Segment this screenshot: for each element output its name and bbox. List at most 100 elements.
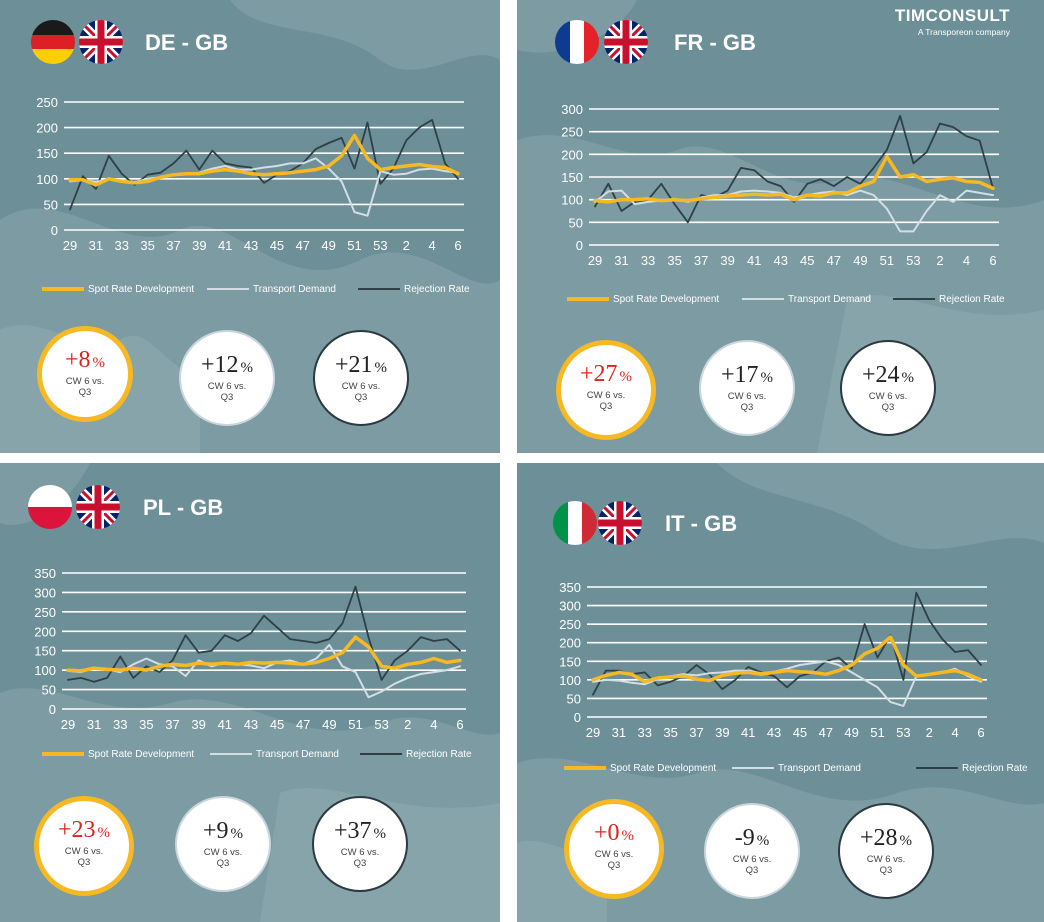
x-tick-label: 31	[89, 238, 103, 253]
x-tick-label: 51	[870, 725, 884, 740]
series-line-rejection	[592, 591, 982, 696]
panel-it-gb: IT - GB 0 50 100 150 200 250 300 350 29 31 33 35 37 3…	[517, 463, 1044, 922]
y-tick-label: 0	[49, 702, 56, 717]
badge-spot-change: +23% CW 6 vs. Q3	[34, 796, 134, 896]
badge-caption-period: Q3	[745, 865, 759, 876]
chart-it-gb: 0 50 100 150 200 250 300 350 29 31 33 35 37 39 41 43 45 4…	[553, 580, 993, 743]
y-tick-label: 200	[34, 624, 56, 639]
uk-flag-icon	[604, 20, 648, 64]
chart-svg: 0 50 100 150 200 250 300 350 29 31 33 35 37 39 41 43 45 4…	[559, 580, 987, 740]
route-title: IT - GB	[665, 511, 738, 536]
x-tick-label: 43	[773, 253, 787, 268]
france-flag-icon	[555, 20, 599, 64]
badge-caption: CW 6 vs.	[340, 847, 380, 858]
badge-caption-period: Q3	[881, 402, 895, 413]
badge-spot-change: +8% CW 6 vs. Q3	[37, 326, 133, 422]
badge-caption: CW 6 vs.	[341, 381, 381, 392]
badge-unit: %	[373, 826, 387, 842]
x-tick-label: 2	[936, 253, 943, 268]
chart-pl-gb: 0 50 100 150 200 250 300 350 29 31 33 35 37 39 41 43 45 4…	[28, 566, 472, 735]
x-tick-label: 53	[906, 253, 920, 268]
legend-swatch-demand	[210, 753, 252, 756]
badge-rejection-change: +37% CW 6 vs. Q3	[312, 796, 408, 892]
x-tick-label: 53	[374, 717, 388, 732]
chart-fr-gb: 0 50 100 150 200 250 300 29 31 33 35 37 39 41 43 45 47 49…	[555, 102, 1005, 271]
x-tick-label: 6	[456, 717, 463, 732]
badge-caption-period: Q3	[216, 858, 230, 869]
series-line-demand	[67, 643, 461, 699]
badge-unit: %	[230, 826, 244, 842]
x-tick-label: 6	[977, 725, 984, 740]
legend-swatch-spot	[567, 297, 609, 302]
poland-flag-icon	[28, 485, 72, 529]
legend-label-rejection: Rejection Rate	[962, 763, 1028, 774]
x-tick-label: 45	[793, 725, 807, 740]
legend-swatch-rejection	[358, 288, 400, 291]
x-tick-label: 51	[348, 717, 362, 732]
y-tick-label: 150	[34, 644, 56, 659]
y-tick-label: 300	[34, 585, 56, 600]
y-tick-label: 350	[559, 580, 581, 595]
y-tick-label: 200	[561, 147, 583, 162]
x-tick-label: 4	[963, 253, 970, 268]
x-tick-label: 39	[191, 717, 205, 732]
x-tick-label: 53	[373, 238, 387, 253]
badge-value: +21	[334, 352, 373, 378]
badge-caption-period: Q3	[740, 402, 754, 413]
x-tick-label: 47	[296, 238, 310, 253]
badge-unit: %	[97, 825, 111, 841]
series-line-demand	[594, 189, 994, 233]
y-tick-label: 150	[36, 146, 58, 161]
y-tick-label: 250	[561, 125, 583, 140]
x-tick-label: 2	[926, 725, 933, 740]
badge-value: +37	[333, 818, 372, 844]
y-tick-label: 100	[34, 663, 56, 678]
badge-spot-change: +27% CW 6 vs. Q3	[556, 340, 656, 440]
badge-caption: CW 6 vs.	[594, 849, 634, 860]
x-tick-label: 43	[767, 725, 781, 740]
badge-value: +24	[861, 362, 900, 388]
x-tick-label: 33	[641, 253, 655, 268]
y-tick-label: 0	[574, 710, 581, 725]
x-tick-label: 35	[139, 717, 153, 732]
company-logo: TIMCONSULT A Transporeon company	[895, 6, 1010, 37]
panel-fr-gb: TIMCONSULT A Transporeon company FR - GB…	[517, 0, 1044, 453]
x-tick-label: 37	[166, 238, 180, 253]
x-tick-label: 39	[720, 253, 734, 268]
badge-caption: CW 6 vs.	[64, 846, 104, 857]
x-tick-label: 43	[244, 238, 258, 253]
legend-label-demand: Transport Demand	[778, 763, 861, 774]
x-tick-label: 41	[218, 238, 232, 253]
badge-caption: CW 6 vs.	[203, 847, 243, 858]
y-tick-label: 50	[569, 215, 583, 230]
x-tick-label: 37	[165, 717, 179, 732]
panel-pl-gb: PL - GB 0 50 100 150 200 250 300 350 29 31 33 35 37 3…	[0, 463, 500, 922]
legend-label-spot: Spot Rate Development	[613, 294, 720, 305]
badge-caption-period: Q3	[879, 865, 893, 876]
badge-caption: CW 6 vs.	[732, 854, 772, 865]
legend: Spot Rate Development Transport Demand R…	[42, 284, 482, 298]
badge-unit: %	[899, 833, 913, 849]
y-tick-label: 350	[34, 566, 56, 581]
y-tick-label: 250	[559, 617, 581, 632]
legend-label-spot: Spot Rate Development	[88, 284, 195, 295]
route-title: PL - GB	[143, 495, 224, 520]
x-tick-label: 51	[347, 238, 361, 253]
x-tick-label: 45	[270, 717, 284, 732]
y-tick-label: 200	[36, 121, 58, 136]
y-tick-label: 200	[559, 636, 581, 651]
badge-rejection-change: +21% CW 6 vs. Q3	[313, 330, 409, 426]
x-tick-label: 45	[800, 253, 814, 268]
badge-unit: %	[756, 833, 770, 849]
logo-tagline: A Transporeon company	[917, 27, 1010, 37]
badge-caption: CW 6 vs.	[727, 391, 767, 402]
x-tick-label: 47	[827, 253, 841, 268]
badge-caption: CW 6 vs.	[866, 854, 906, 865]
uk-flag-icon	[598, 501, 642, 545]
x-tick-label: 39	[715, 725, 729, 740]
badge-value: +9	[202, 818, 229, 844]
chart-de-gb: 0 50 100 150 200 250 29 31 33 35 37 39 41 43 45 47 49 51 5…	[30, 95, 470, 256]
uk-flag-icon	[79, 20, 123, 64]
series-line-spot	[591, 635, 983, 684]
y-tick-label: 50	[44, 197, 58, 212]
